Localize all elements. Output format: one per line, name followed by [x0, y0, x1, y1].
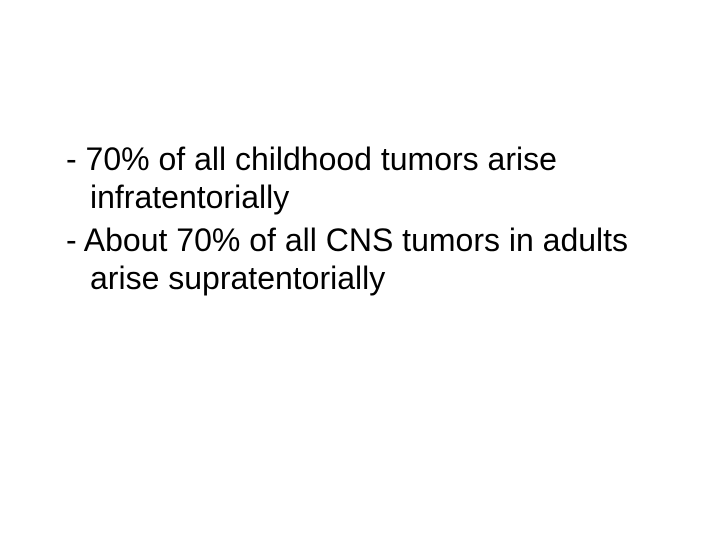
- slide-container: 70% of all childhood tumors arise infrat…: [0, 0, 720, 540]
- bullet-list: 70% of all childhood tumors arise infrat…: [50, 140, 670, 298]
- bullet-item: About 70% of all CNS tumors in adults ar…: [50, 221, 670, 298]
- bullet-text: About 70% of all CNS tumors in adults ar…: [84, 222, 628, 296]
- bullet-item: 70% of all childhood tumors arise infrat…: [50, 140, 670, 217]
- bullet-text: 70% of all childhood tumors arise infrat…: [86, 141, 557, 215]
